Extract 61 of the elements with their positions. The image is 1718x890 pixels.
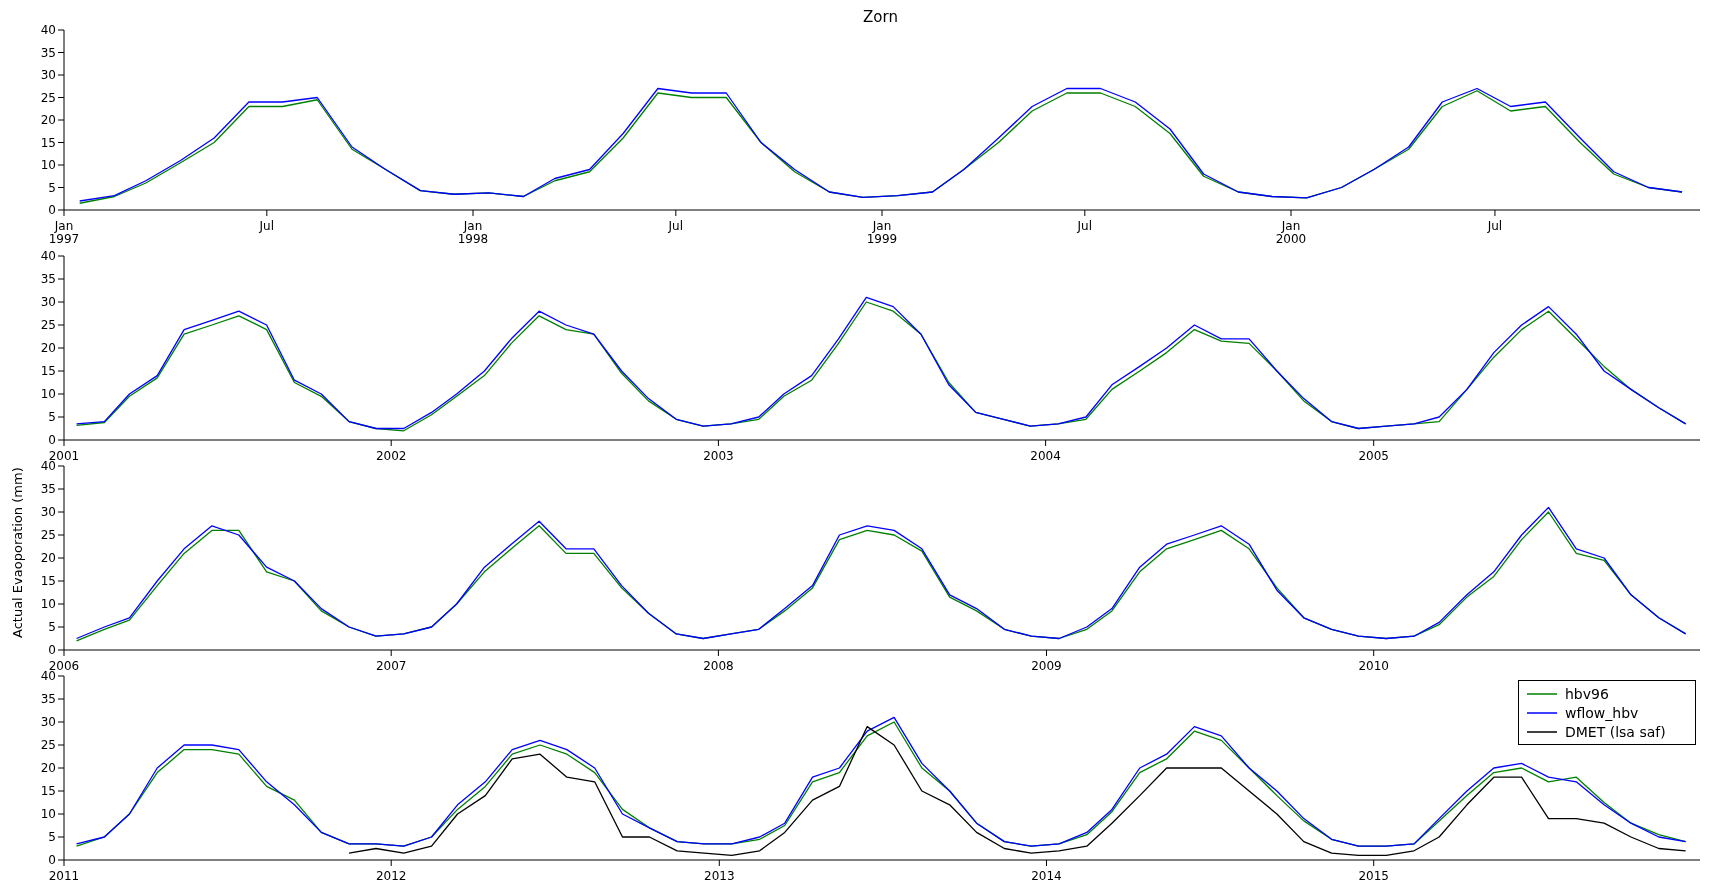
x-tick-label: 2002 — [375, 449, 407, 463]
x-tick-label: 2007 — [375, 659, 407, 673]
legend-label: hbv96 — [1565, 685, 1609, 702]
y-tick-label: 35 — [40, 272, 56, 287]
x-tick-label: 2012 — [375, 869, 407, 883]
y-tick-label: 0 — [48, 643, 56, 658]
x-tick-label: 2014 — [1031, 869, 1062, 883]
y-tick-label: 25 — [40, 738, 56, 753]
x-tick-label: Jan 2000 — [1275, 219, 1307, 246]
y-axis-title: Actual Evaoporation (mm) — [9, 467, 25, 638]
x-tick-label: Jul — [258, 219, 275, 233]
y-tick-label: 20 — [40, 113, 56, 128]
x-tick-label: Jan 1999 — [866, 219, 898, 246]
y-tick-label: 40 — [40, 249, 56, 264]
y-tick-label: 5 — [48, 830, 56, 845]
y-tick-label: 10 — [40, 158, 56, 173]
y-tick-label: 0 — [48, 203, 56, 218]
y-tick-label: 25 — [40, 90, 56, 105]
y-tick-label: 15 — [40, 574, 56, 589]
y-tick-label: 20 — [40, 761, 56, 776]
y-tick-label: 5 — [48, 410, 56, 425]
y-tick-label: 10 — [40, 387, 56, 402]
y-tick-label: 25 — [40, 318, 56, 333]
line-series — [348, 725, 1687, 857]
y-tick-label: 30 — [40, 295, 56, 310]
x-tick-label: 2011 — [48, 869, 80, 883]
x-tick-label: 2010 — [1358, 659, 1389, 673]
x-tick-label: 2005 — [1358, 449, 1389, 463]
y-tick-label: 5 — [48, 620, 56, 635]
y-tick-label: 35 — [40, 692, 56, 707]
legend-label: DMET (lsa saf) — [1565, 723, 1666, 740]
x-tick-label: 2015 — [1358, 869, 1389, 883]
x-tick-label: 2008 — [703, 659, 734, 673]
y-tick-label: 30 — [40, 68, 56, 83]
y-tick-label: 15 — [40, 784, 56, 799]
y-tick-label: 20 — [40, 551, 56, 566]
x-tick-label: Jul — [1076, 219, 1093, 233]
y-tick-label: 15 — [40, 135, 56, 150]
y-tick-label: 40 — [40, 23, 56, 38]
y-tick-label: 10 — [40, 597, 56, 612]
x-tick-label: Jul — [1486, 219, 1503, 233]
y-tick-label: 5 — [48, 180, 56, 195]
x-tick-label: Jan 1998 — [457, 219, 489, 246]
y-tick-label: 10 — [40, 807, 56, 822]
x-tick-label: Jul — [667, 219, 684, 233]
x-tick-label: 2003 — [703, 449, 734, 463]
y-tick-label: 35 — [40, 482, 56, 497]
y-tick-label: 15 — [40, 364, 56, 379]
y-tick-label: 25 — [40, 528, 56, 543]
legend-label: wflow_hbv — [1565, 704, 1639, 721]
x-tick-label: 2013 — [704, 869, 735, 883]
x-tick-label: 2009 — [1031, 659, 1062, 673]
chart-title: Zorn — [862, 8, 899, 26]
y-tick-label: 35 — [40, 45, 56, 60]
y-tick-label: 20 — [40, 341, 56, 356]
y-tick-label: 0 — [48, 853, 56, 868]
x-tick-label: 2004 — [1030, 449, 1061, 463]
x-tick-label: Jan 1997 — [48, 219, 80, 246]
y-tick-label: 30 — [40, 715, 56, 730]
y-tick-label: 30 — [40, 505, 56, 520]
y-tick-label: 0 — [48, 433, 56, 448]
